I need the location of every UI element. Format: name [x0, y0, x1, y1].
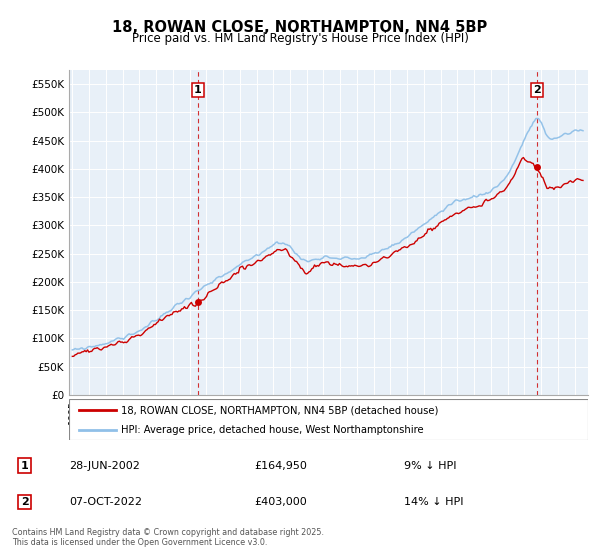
Text: 1: 1 — [194, 85, 202, 95]
Text: £164,950: £164,950 — [254, 460, 307, 470]
Text: 18, ROWAN CLOSE, NORTHAMPTON, NN4 5BP (detached house): 18, ROWAN CLOSE, NORTHAMPTON, NN4 5BP (d… — [121, 405, 438, 415]
Text: Price paid vs. HM Land Registry's House Price Index (HPI): Price paid vs. HM Land Registry's House … — [131, 32, 469, 45]
Text: 28-JUN-2002: 28-JUN-2002 — [70, 460, 140, 470]
Text: 18, ROWAN CLOSE, NORTHAMPTON, NN4 5BP: 18, ROWAN CLOSE, NORTHAMPTON, NN4 5BP — [112, 20, 488, 35]
Text: 14% ↓ HPI: 14% ↓ HPI — [404, 497, 463, 507]
Text: 2: 2 — [533, 85, 541, 95]
Text: 07-OCT-2022: 07-OCT-2022 — [70, 497, 143, 507]
Text: HPI: Average price, detached house, West Northamptonshire: HPI: Average price, detached house, West… — [121, 424, 424, 435]
FancyBboxPatch shape — [69, 399, 588, 440]
Text: Contains HM Land Registry data © Crown copyright and database right 2025.: Contains HM Land Registry data © Crown c… — [12, 528, 324, 536]
Text: 2: 2 — [21, 497, 29, 507]
Text: 1: 1 — [21, 460, 29, 470]
Text: 9% ↓ HPI: 9% ↓ HPI — [404, 460, 456, 470]
Text: £403,000: £403,000 — [254, 497, 307, 507]
Text: This data is licensed under the Open Government Licence v3.0.: This data is licensed under the Open Gov… — [12, 538, 268, 547]
